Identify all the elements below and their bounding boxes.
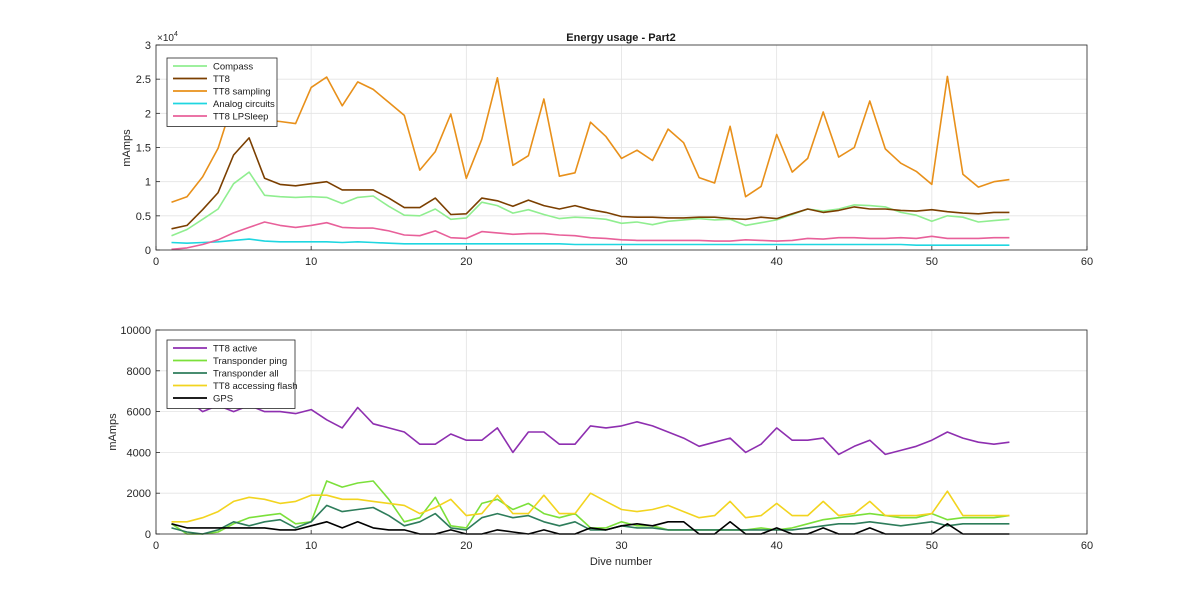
series-line-tt8	[171, 137, 1010, 230]
top-y-tick-label: 2.5	[136, 74, 151, 86]
bottom-x-tick-label: 10	[305, 540, 317, 552]
series-line-transponder-all	[171, 504, 1010, 535]
top-y-tick-label: 0	[145, 245, 151, 257]
legend-label-gps: GPS	[213, 394, 233, 405]
series-line-tt8-active	[171, 398, 1010, 456]
bottom-y-tick-label: 6000	[127, 407, 151, 419]
series-line-gps	[171, 520, 1010, 535]
bottom-y-tick-label: 2000	[127, 488, 151, 500]
legend-label-tt8-lpsleep: TT8 LPSleep	[213, 112, 268, 123]
bottom-y-tick-label: 10000	[120, 325, 151, 337]
legend-label-tt8-sampling: TT8 sampling	[213, 87, 271, 98]
top-x-tick-label: 0	[153, 256, 159, 268]
top-x-tick-label: 60	[1081, 256, 1093, 268]
bottom-x-tick-label: 40	[771, 540, 783, 552]
bottom-x-tick-label: 0	[153, 540, 159, 552]
top-exponent-base: ×10	[157, 33, 174, 44]
top-y-tick-label: 3	[145, 40, 151, 52]
top-y-tick-label: 1.5	[136, 143, 151, 155]
bottom-x-axis-label: Dive number	[590, 556, 653, 568]
bottom-y-tick-label: 8000	[127, 366, 151, 378]
legend-label-compass: Compass	[213, 62, 253, 73]
top-y-tick-label: 1	[145, 177, 151, 189]
series-line-analog-circuits	[171, 238, 1010, 246]
bottom-y-tick-label: 0	[145, 529, 151, 541]
top-y-axis-label: mAmps	[121, 129, 133, 167]
top-x-tick-label: 50	[926, 256, 938, 268]
top-y-exponent-label: ×104	[157, 31, 178, 44]
legend-label-transponder-ping: Transponder ping	[213, 356, 287, 367]
top-series-lines	[171, 75, 1010, 251]
bottom-series-lines	[171, 398, 1010, 535]
legend-label-transponder-all: Transponder all	[213, 369, 279, 380]
top-chart-title: Energy usage - Part2	[566, 32, 675, 44]
top-legend-box	[166, 57, 278, 127]
bottom-chart: 0 10 20 30 40 50 60 0 2000 4000 6000 8000 10000 mAmp…	[107, 325, 1093, 568]
bottom-x-tick-label: 60	[1081, 540, 1093, 552]
bottom-x-tick-label: 50	[926, 540, 938, 552]
series-line-tt8-accessing-flash	[171, 490, 1010, 523]
top-chart: 0 10 20 30 40 50 60 0 0.5 1 1.5 2 2.5 3 Energy usage …	[121, 31, 1093, 268]
bottom-y-tick-label: 4000	[127, 447, 151, 459]
bottom-legend-box	[166, 339, 296, 409]
legend-label-analog-circuits: Analog circuits	[213, 99, 275, 110]
series-line-compass	[171, 171, 1010, 237]
bottom-y-axis-label: mAmps	[107, 413, 119, 451]
top-x-tick-label: 30	[615, 256, 627, 268]
top-ticks: 0 10 20 30 40 50 60 0 0.5 1 1.5 2 2.5 3	[136, 40, 1093, 268]
bottom-ticks: 0 10 20 30 40 50 60 0 2000 4000 6000 8000 10000	[120, 325, 1093, 552]
legend-label-tt8-accessing-flash: TT8 accessing flash	[213, 381, 297, 392]
legend-label-tt8-active: TT8 active	[213, 344, 257, 355]
series-line-tt8-lpsleep	[171, 221, 1010, 251]
top-x-tick-label: 10	[305, 256, 317, 268]
legend-label-tt8: TT8	[213, 74, 230, 85]
top-y-tick-label: 2	[145, 108, 151, 120]
bottom-x-tick-label: 30	[615, 540, 627, 552]
bottom-x-tick-label: 20	[460, 540, 472, 552]
series-line-tt8-sampling	[171, 75, 1010, 203]
top-x-tick-label: 40	[771, 256, 783, 268]
top-exponent-power: 4	[174, 31, 178, 38]
top-x-tick-label: 20	[460, 256, 472, 268]
top-y-tick-label: 0.5	[136, 211, 151, 223]
